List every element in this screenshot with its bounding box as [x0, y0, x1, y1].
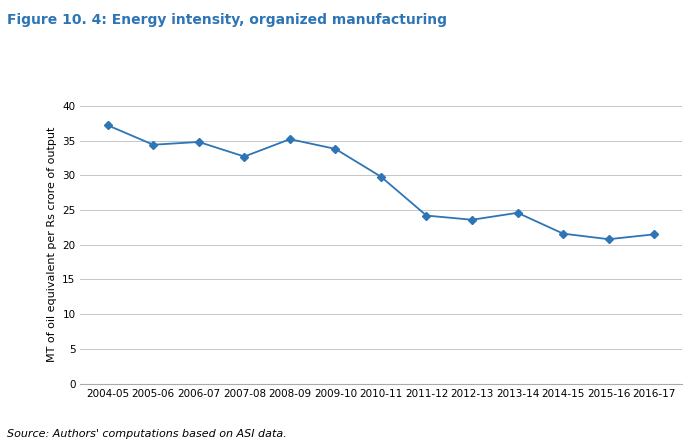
Text: Figure 10. 4: Energy intensity, organized manufacturing: Figure 10. 4: Energy intensity, organize…	[7, 13, 447, 27]
Text: Source: Authors' computations based on ASI data.: Source: Authors' computations based on A…	[7, 429, 287, 439]
Y-axis label: MT of oil equivalent per Rs crore of output: MT of oil equivalent per Rs crore of out…	[47, 127, 57, 363]
